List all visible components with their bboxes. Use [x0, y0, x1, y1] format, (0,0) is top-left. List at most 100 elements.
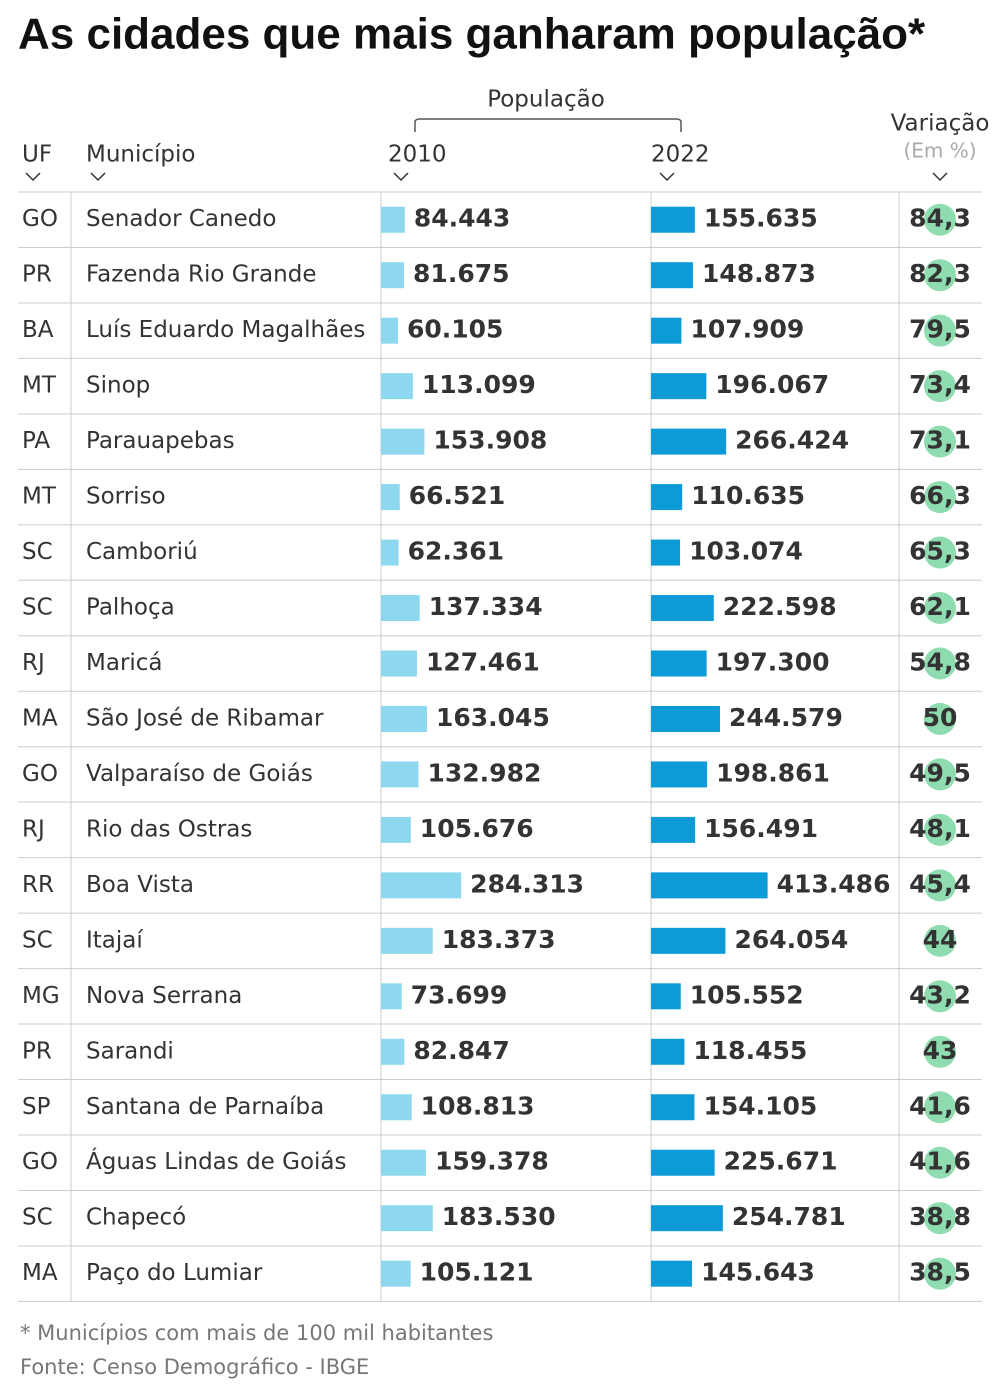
- value-label: 137.334: [429, 592, 543, 621]
- value-label: 183.373: [442, 925, 556, 954]
- chart-title: As cidades que mais ganharam população*: [18, 10, 926, 59]
- uf: SC: [22, 539, 53, 565]
- variation-dot: [924, 1035, 956, 1068]
- municipio: Chapecó: [86, 1205, 186, 1231]
- bar: [651, 595, 714, 622]
- bar: [651, 1260, 693, 1287]
- variation-label: 48,1: [909, 814, 971, 843]
- bar: [381, 595, 420, 622]
- value-label: 225.671: [724, 1147, 838, 1176]
- municipio: Valparaíso de Goiás: [86, 761, 313, 787]
- municipio: Camboriú: [86, 539, 198, 565]
- bar: [381, 1038, 405, 1065]
- value-label: 244.579: [729, 703, 843, 732]
- value-label: 156.491: [704, 814, 818, 843]
- variation-dot: [924, 758, 956, 791]
- value-label: 103.074: [689, 537, 803, 566]
- variation-label: 43: [923, 1036, 958, 1065]
- municipio: Fazenda Rio Grande: [86, 262, 316, 288]
- bar: [381, 1094, 412, 1121]
- uf: BA: [22, 317, 54, 343]
- uf: MT: [22, 373, 57, 399]
- municipio: Paço do Lumiar: [86, 1260, 263, 1286]
- bar: [651, 539, 681, 566]
- uf: GO: [22, 761, 58, 787]
- bar: [381, 1205, 433, 1232]
- value-label: 196.067: [715, 370, 829, 399]
- variation-label: 84,3: [909, 204, 971, 233]
- value-label: 153.908: [433, 426, 547, 455]
- variation-label: 65,3: [909, 537, 971, 566]
- value-label: 60.105: [407, 315, 503, 344]
- variation-label: 49,5: [909, 758, 971, 787]
- source: Fonte: Censo Demográfico - IBGE: [20, 1355, 369, 1379]
- footnote: * Municípios com mais de 100 mil habitan…: [20, 1321, 493, 1345]
- uf: MG: [22, 983, 60, 1009]
- value-label: 62.361: [408, 537, 504, 566]
- variation-label: 41,6: [909, 1091, 971, 1120]
- bar: [651, 428, 727, 455]
- municipio: Luís Eduardo Magalhães: [86, 317, 365, 343]
- variation-label: 41,6: [909, 1147, 971, 1176]
- variation-label: 38,5: [909, 1258, 971, 1287]
- municipio: São José de Ribamar: [86, 705, 324, 731]
- value-label: 154.105: [703, 1091, 817, 1120]
- variation-dot: [924, 1091, 956, 1124]
- bar: [381, 428, 425, 455]
- bar: [381, 539, 399, 566]
- municipio: Águas Lindas de Goiás: [86, 1147, 347, 1175]
- value-label: 197.300: [716, 647, 830, 676]
- variation-dot: [924, 1257, 956, 1290]
- variation-dot: [924, 592, 956, 625]
- bar: [381, 262, 405, 289]
- uf: MA: [22, 1260, 58, 1286]
- municipio: Palhoça: [86, 595, 175, 621]
- bar: [651, 206, 695, 233]
- value-label: 254.781: [732, 1202, 846, 1231]
- value-label: 159.378: [435, 1147, 549, 1176]
- municipio: Boa Vista: [86, 872, 194, 898]
- value-label: 110.635: [691, 481, 805, 510]
- value-label: 105.121: [420, 1258, 534, 1287]
- bar: [651, 761, 708, 788]
- variation-label: 79,5: [909, 315, 971, 344]
- uf: RR: [22, 872, 54, 898]
- bar: [651, 262, 693, 289]
- municipio: Parauapebas: [86, 428, 235, 454]
- bar: [381, 373, 413, 400]
- value-label: 148.873: [702, 259, 816, 288]
- value-label: 198.861: [716, 758, 830, 787]
- bar: [381, 983, 402, 1010]
- uf: SC: [22, 927, 53, 953]
- uf: PR: [22, 1038, 52, 1064]
- value-label: 266.424: [735, 426, 849, 455]
- municipio-header: Município: [86, 142, 196, 168]
- bar: [651, 1205, 723, 1232]
- variation-label: 50: [923, 703, 958, 732]
- value-label: 108.813: [421, 1091, 535, 1120]
- variation-label: 44: [923, 925, 958, 954]
- variation-label: 43,2: [909, 980, 971, 1009]
- uf: SP: [22, 1094, 51, 1120]
- bar: [651, 373, 707, 400]
- bar: [651, 983, 681, 1010]
- bar: [651, 872, 768, 899]
- uf: RJ: [22, 650, 45, 676]
- value-label: 107.909: [690, 315, 804, 344]
- value-label: 413.486: [777, 869, 891, 898]
- bar: [381, 650, 417, 677]
- bar: [651, 816, 696, 843]
- value-label: 264.054: [734, 925, 848, 954]
- municipio: Rio das Ostras: [86, 816, 252, 842]
- variation-dot: [924, 980, 956, 1013]
- bar: [381, 206, 405, 233]
- variation-dot: [924, 647, 956, 680]
- uf: MT: [22, 484, 57, 510]
- bar: [651, 650, 707, 677]
- bar: [381, 761, 419, 788]
- variation-unit: (Em %): [903, 139, 976, 163]
- sort-icons: [25, 172, 948, 182]
- variation-label: 54,8: [909, 647, 971, 676]
- bar: [381, 927, 433, 954]
- series-header: 2010: [388, 142, 447, 168]
